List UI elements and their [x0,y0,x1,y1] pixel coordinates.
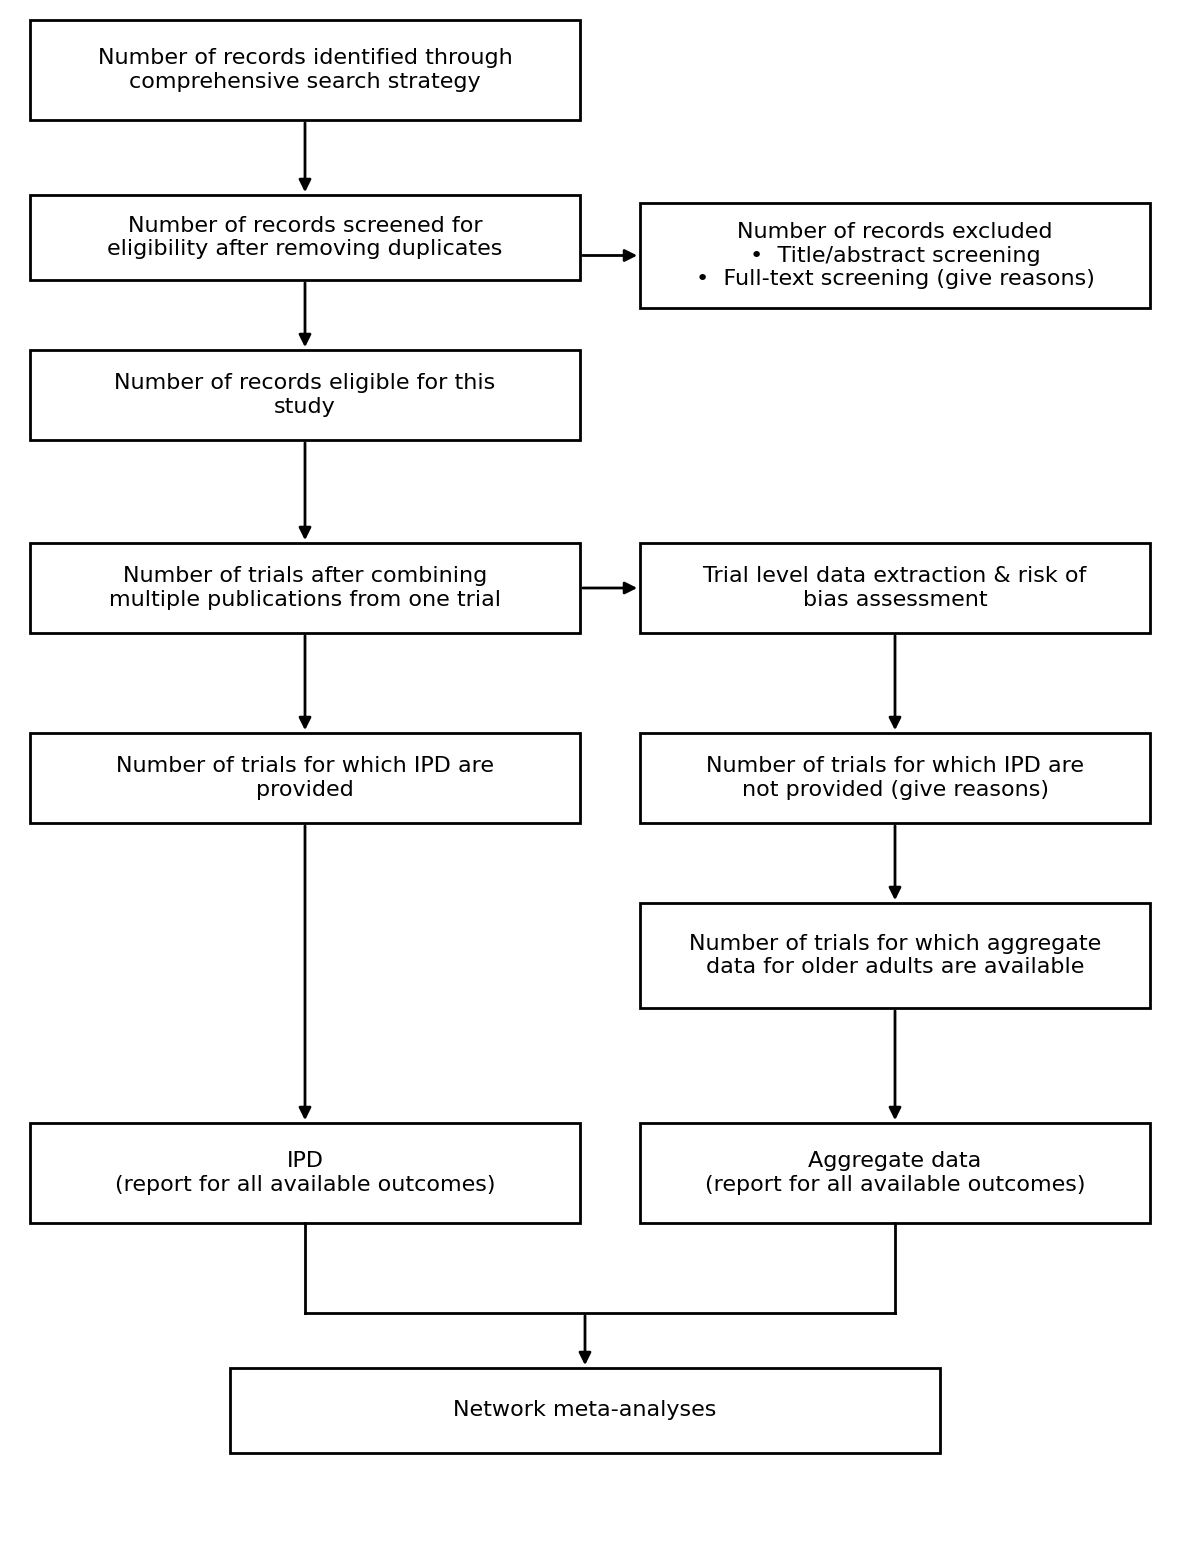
Bar [640,542,1150,633]
Text: Number of trials for which IPD are
provided: Number of trials for which IPD are provi… [116,756,494,800]
Bar [30,733,580,824]
Bar [30,350,580,441]
Text: Number of records identified through
comprehensive search strategy: Number of records identified through com… [98,48,513,92]
Text: Trial level data extraction & risk of
bias assessment: Trial level data extraction & risk of bi… [704,566,1087,610]
Bar [640,733,1150,824]
Text: IPD
(report for all available outcomes): IPD (report for all available outcomes) [115,1152,495,1194]
Bar [30,20,580,120]
Bar [640,903,1150,1008]
Bar [30,195,580,280]
Bar [640,1122,1150,1222]
Bar [640,203,1150,308]
Text: Aggregate data
(report for all available outcomes): Aggregate data (report for all available… [705,1152,1085,1194]
Bar [30,542,580,633]
Bar [230,1368,940,1454]
Text: Network meta-analyses: Network meta-analyses [454,1400,717,1421]
Text: Number of trials for which aggregate
data for older adults are available: Number of trials for which aggregate dat… [689,935,1101,977]
Text: Number of records eligible for this
study: Number of records eligible for this stud… [115,374,496,417]
Text: Number of trials for which IPD are
not provided (give reasons): Number of trials for which IPD are not p… [706,756,1084,800]
Text: Number of records screened for
eligibility after removing duplicates: Number of records screened for eligibili… [107,216,503,259]
Text: Number of trials after combining
multiple publications from one trial: Number of trials after combining multipl… [109,566,501,610]
Bar [30,1122,580,1222]
Text: Number of records excluded
•  Title/abstract screening
•  Full-text screening (g: Number of records excluded • Title/abstr… [696,222,1095,289]
